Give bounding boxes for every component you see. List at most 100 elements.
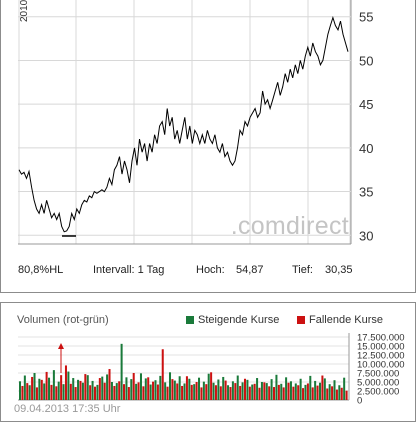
legend-down-swatch: [297, 316, 305, 325]
volume-bar-down: [248, 386, 251, 400]
volume-chart: 02.500.0005.000.0007.500.00010.000.00012…: [18, 333, 405, 407]
volume-bar-down: [31, 376, 34, 400]
year-label: 2010: [19, 0, 30, 22]
volume-bar-up: [289, 381, 292, 400]
legend-down: Fallende Kurse: [297, 314, 383, 326]
volume-bar-up: [207, 373, 210, 400]
volume-bar-down: [69, 383, 72, 400]
volume-bar-up: [130, 379, 133, 400]
volume-bar-up: [19, 381, 22, 400]
vol-y-tick-label: 7.500.000: [357, 369, 399, 380]
vol-y-tick-label: 0: [357, 396, 362, 407]
volume-bar-up: [260, 382, 263, 400]
volume-bar-down: [118, 381, 121, 400]
volume-bar-down: [45, 371, 48, 400]
price-chart: .comdirect 30 35 40 45 50 55 2010: [18, 0, 373, 245]
volume-bar-down: [297, 385, 300, 400]
volume-bar-up: [318, 382, 321, 400]
volume-bar-up: [198, 377, 201, 400]
volume-bar-up: [86, 375, 89, 400]
volume-bar-down: [263, 382, 266, 400]
volume-bar-down: [156, 384, 159, 400]
high-label: Hoch:: [196, 264, 225, 276]
volume-bar-up: [212, 382, 215, 400]
volume-bar-up: [333, 380, 336, 400]
price-line: [18, 15, 349, 233]
volume-bar-up: [115, 383, 118, 400]
high-value: 54,87: [236, 264, 264, 276]
volume-bar-down: [40, 379, 43, 400]
volume-bar-down: [219, 386, 222, 400]
volume-bar-down: [176, 383, 179, 400]
legend-up: Steigende Kurse: [186, 314, 279, 326]
volume-bar-down: [142, 386, 145, 400]
volume-bar-up: [193, 384, 196, 400]
volume-bar-down: [253, 383, 256, 400]
legend-down-label: Fallende Kurse: [309, 314, 383, 326]
volume-bar-down: [103, 382, 106, 400]
volume-bar-up: [81, 382, 84, 400]
volume-bar-up: [67, 371, 70, 400]
watermark: .comdirect: [231, 212, 349, 240]
volume-bar-up: [270, 379, 273, 400]
volume-bar-up: [338, 385, 341, 400]
y-tick-label: 40: [359, 141, 373, 156]
volume-bar-down: [60, 375, 63, 400]
volume-bar-down: [113, 385, 116, 400]
volume-y-axis: 02.500.0005.000.0007.500.00010.000.00012…: [357, 333, 405, 407]
volume-bar-up: [154, 380, 157, 400]
volume-bar-up: [246, 379, 249, 400]
volume-bar-up: [188, 378, 191, 400]
volume-bar-down: [306, 383, 309, 400]
volume-bar-up: [328, 384, 331, 400]
volume-bar-down: [190, 384, 193, 400]
volume-bar-down: [273, 387, 276, 400]
timestamp: 09.04.2013 17:35 Uhr: [14, 403, 121, 415]
volume-bar-down: [335, 389, 338, 400]
y-tick-label: 55: [359, 10, 373, 25]
volume-bars: [19, 343, 348, 400]
volume-bar-up: [343, 377, 346, 400]
volume-bar-up: [106, 374, 109, 400]
volume-bar-down: [84, 374, 87, 400]
y-tick-label: 35: [359, 185, 373, 200]
volume-bar-down: [74, 387, 77, 400]
volume-bar-down: [79, 380, 82, 400]
volume-bar-down: [277, 384, 280, 400]
volume-bar-down: [210, 372, 213, 400]
volume-bar-up: [294, 383, 297, 400]
volume-bar-down: [340, 387, 343, 400]
volume-bar-up: [52, 370, 55, 400]
y-tick-label: 30: [359, 228, 373, 243]
volume-bar-up: [217, 379, 220, 400]
volume-bar-up: [139, 373, 142, 400]
volume-bar-up: [265, 383, 268, 400]
volume-bar-down: [316, 385, 319, 400]
volume-bar-down: [93, 386, 97, 400]
volume-bar-down: [166, 386, 169, 400]
volume-bar-up: [48, 377, 51, 400]
volume-bar-up: [251, 384, 254, 400]
volume-bar-up: [299, 378, 302, 400]
vol-y-tick-label: 10.000.000: [357, 360, 405, 371]
hl-stat: 80,8%HL: [18, 264, 64, 276]
volume-chart-panel: Volumen (rot-grün) Steigende Kurse Falle…: [0, 302, 416, 422]
volume-bar-up: [256, 378, 259, 400]
volume-bar-down: [147, 377, 150, 400]
volume-bar-down: [123, 384, 126, 400]
volume-bar-down: [229, 387, 232, 400]
volume-bar-up: [72, 378, 75, 400]
volume-bar-down: [171, 379, 174, 400]
volume-bar-down: [326, 388, 329, 400]
volume-bar-up: [309, 375, 312, 400]
volume-bar-down: [195, 382, 198, 400]
volume-bar-up: [304, 384, 307, 400]
volume-bar-down: [35, 387, 38, 400]
off-scale-arrow: [58, 343, 64, 349]
volume-bar-down: [224, 380, 227, 400]
volume-bar-up: [241, 382, 244, 400]
volume-bar-up: [183, 383, 186, 400]
volume-bar-down: [302, 388, 305, 400]
volume-bar-up: [28, 385, 31, 400]
volume-bar-up: [236, 375, 239, 400]
